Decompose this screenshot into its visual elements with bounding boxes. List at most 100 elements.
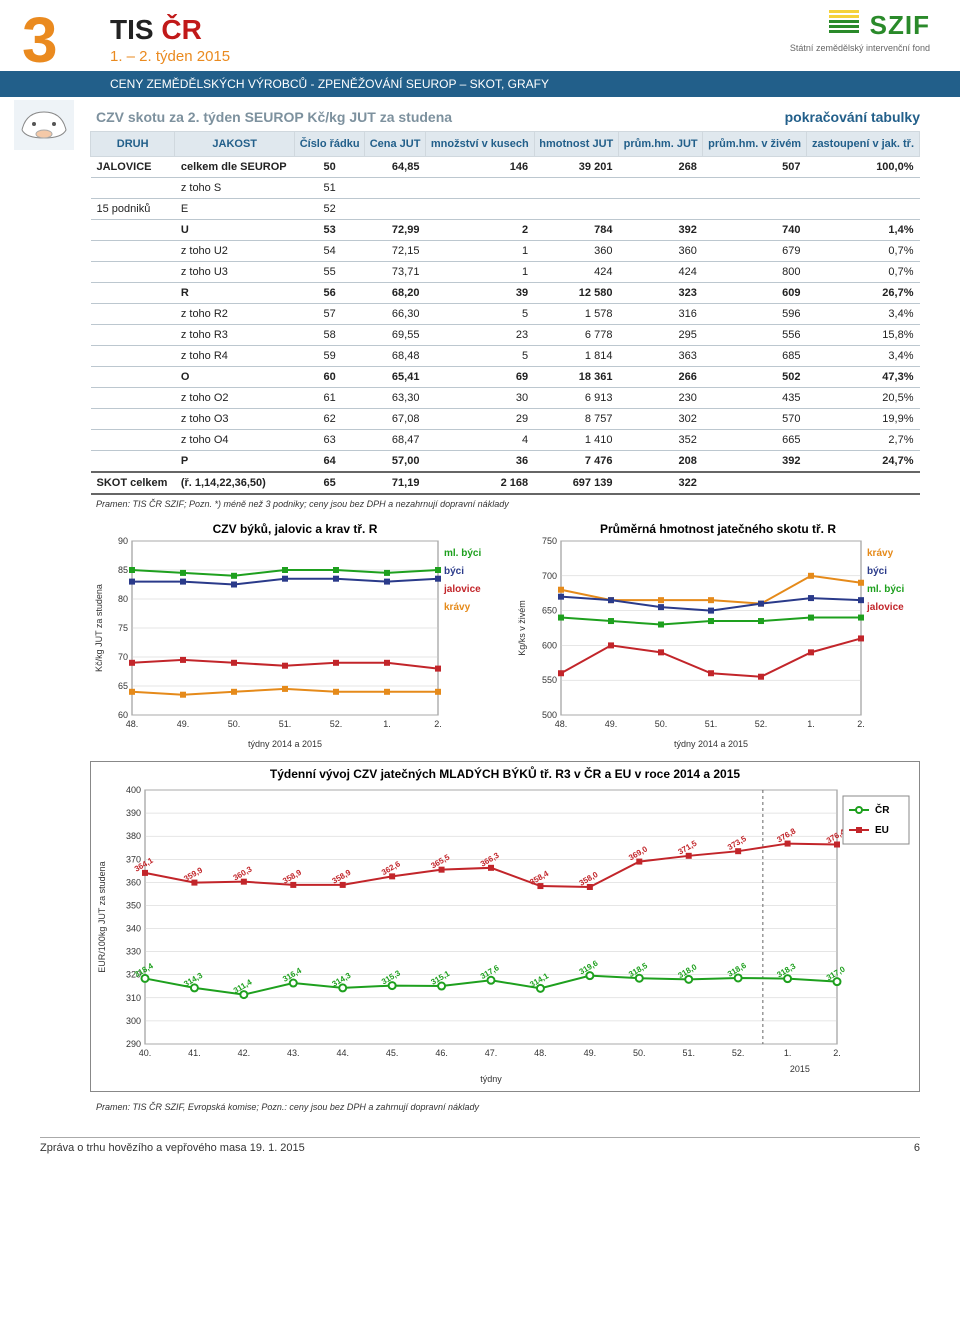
svg-text:52.: 52.	[732, 1048, 745, 1058]
svg-text:týdny 2014 a 2015: týdny 2014 a 2015	[674, 739, 748, 749]
svg-text:52.: 52.	[330, 719, 343, 729]
section-bar: CENY ZEMĚDĚLSKÝCH VÝROBCŮ - ZPENĚŽOVÁNÍ …	[0, 71, 960, 97]
svg-text:49.: 49.	[584, 1048, 597, 1058]
svg-text:1.: 1.	[383, 719, 391, 729]
col-header: prům.hm. JUT	[618, 132, 702, 157]
svg-text:40.: 40.	[139, 1048, 152, 1058]
svg-text:jalovice: jalovice	[866, 602, 904, 613]
tis-cr-text: ČR	[161, 14, 201, 45]
svg-text:48.: 48.	[534, 1048, 547, 1058]
tis-text: TIS	[110, 14, 154, 45]
svg-text:310: 310	[126, 993, 141, 1003]
svg-text:650: 650	[542, 606, 557, 616]
svg-text:80: 80	[118, 594, 128, 604]
svg-text:70: 70	[118, 652, 128, 662]
small-charts-row: CZV býků, jalovic a krav tř. R6065707580…	[90, 519, 920, 749]
table-row: 15 podnikůE52	[91, 199, 920, 220]
svg-text:45.: 45.	[386, 1048, 399, 1058]
szif-name: SZIF	[870, 10, 930, 41]
footer-left: Zpráva o trhu hovězího a vepřového masa …	[40, 1142, 305, 1154]
table-row: z toho U35573,7114244248000,7%	[91, 262, 920, 283]
chart-weekly-eur: Týdenní vývoj CZV jatečných MLADÝCH BÝKŮ…	[93, 764, 917, 1084]
svg-text:EU: EU	[875, 825, 889, 836]
svg-text:krávy: krávy	[867, 548, 894, 559]
table-row: z toho O26163,30306 91323043520,5%	[91, 388, 920, 409]
svg-text:týdny 2014 a 2015: týdny 2014 a 2015	[248, 739, 322, 749]
col-header: Číslo řádku	[295, 132, 365, 157]
page-number-badge: 3	[22, 8, 58, 72]
table-row: U5372,9927843927401,4%	[91, 220, 920, 241]
svg-text:ml. býci: ml. býci	[867, 584, 904, 595]
szif-subtitle: Státní zemědělský intervenční fond	[790, 43, 930, 53]
svg-text:51.: 51.	[682, 1048, 695, 1058]
svg-text:týdny: týdny	[480, 1074, 502, 1084]
chart-weight: Průměrná hmotnost jatečného skotu tř. R 5…	[513, 519, 920, 749]
szif-logo: SZIF Státní zemědělský intervenční fond	[790, 10, 930, 53]
svg-text:Kg/ks v živém: Kg/ks v živém	[517, 600, 527, 656]
svg-text:2.: 2.	[857, 719, 865, 729]
svg-text:50.: 50.	[655, 719, 668, 729]
svg-text:330: 330	[126, 947, 141, 957]
table-header-row: DRUHJAKOSTČíslo řádkuCena JUTmnožství v …	[91, 132, 920, 157]
table-title-right: pokračování tabulky	[785, 109, 920, 125]
svg-text:340: 340	[126, 924, 141, 934]
source-note-2: Pramen: TIS ČR SZIF, Evropská komise; Po…	[96, 1102, 920, 1112]
svg-text:47.: 47.	[485, 1048, 498, 1058]
svg-text:1.: 1.	[784, 1048, 792, 1058]
source-note-1: Pramen: TIS ČR SZIF; Pozn. *) méně než 3…	[96, 499, 920, 509]
svg-text:44.: 44.	[336, 1048, 349, 1058]
svg-text:ml. býci: ml. býci	[444, 548, 481, 559]
svg-text:2015: 2015	[790, 1064, 810, 1074]
svg-text:Průměrná hmotnost jatečného sk: Průměrná hmotnost jatečného skotu tř. R	[600, 522, 836, 536]
col-header: prům.hm. v živém	[703, 132, 807, 157]
svg-text:600: 600	[542, 640, 557, 650]
svg-text:jalovice: jalovice	[443, 584, 481, 595]
data-table: DRUHJAKOSTČíslo řádkuCena JUTmnožství v …	[90, 131, 920, 495]
table-row: JALOVICEcelkem dle SEUROP5064,8514639 20…	[91, 157, 920, 178]
svg-text:46.: 46.	[435, 1048, 448, 1058]
table-row: z toho R45968,4851 8143636853,4%	[91, 346, 920, 367]
svg-text:360: 360	[126, 877, 141, 887]
svg-text:49.: 49.	[177, 719, 190, 729]
svg-text:EUR/100kg JUT za studena: EUR/100kg JUT za studena	[97, 861, 107, 972]
col-header: Cena JUT	[365, 132, 426, 157]
table-row: z toho U25472,1513603606790,7%	[91, 241, 920, 262]
svg-text:býci: býci	[444, 566, 464, 577]
svg-text:43.: 43.	[287, 1048, 300, 1058]
content-area: CZV skotu za 2. týden SEUROP Kč/kg JUT z…	[90, 109, 920, 1112]
svg-text:51.: 51.	[279, 719, 292, 729]
col-header: zastoupení v jak. tř.	[806, 132, 919, 157]
page-footer: Zpráva o trhu hovězího a vepřového masa …	[40, 1137, 920, 1154]
svg-text:65: 65	[118, 681, 128, 691]
svg-text:50.: 50.	[228, 719, 241, 729]
svg-text:2.: 2.	[434, 719, 442, 729]
svg-text:48.: 48.	[555, 719, 568, 729]
chart-czv: CZV býků, jalovic a krav tř. R6065707580…	[90, 519, 497, 749]
table-row: z toho S51	[91, 178, 920, 199]
svg-text:42.: 42.	[238, 1048, 251, 1058]
svg-text:390: 390	[126, 808, 141, 818]
large-chart-frame: Týdenní vývoj CZV jatečných MLADÝCH BÝKŮ…	[90, 761, 920, 1092]
svg-text:300: 300	[126, 1016, 141, 1026]
szif-bars-icon	[829, 10, 859, 35]
svg-text:90: 90	[118, 536, 128, 546]
svg-text:50.: 50.	[633, 1048, 646, 1058]
table-title: CZV skotu za 2. týden SEUROP Kč/kg JUT z…	[96, 109, 920, 125]
col-header: DRUH	[91, 132, 175, 157]
svg-text:49.: 49.	[605, 719, 618, 729]
svg-text:700: 700	[542, 571, 557, 581]
table-row: P6457,00367 47620839224,7%	[91, 451, 920, 473]
svg-text:75: 75	[118, 623, 128, 633]
table-row: SKOT celkem(ř. 1,14,22,36,50)6571,192 16…	[91, 472, 920, 494]
table-row: O6065,416918 36126650247,3%	[91, 367, 920, 388]
footer-right: 6	[914, 1142, 920, 1154]
svg-text:2.: 2.	[833, 1048, 841, 1058]
svg-text:krávy: krávy	[444, 602, 471, 613]
svg-text:41.: 41.	[188, 1048, 201, 1058]
col-header: hmotnost JUT	[534, 132, 618, 157]
table-row: z toho R25766,3051 5783165963,4%	[91, 304, 920, 325]
svg-text:ČR: ČR	[875, 803, 890, 816]
svg-text:51.: 51.	[705, 719, 718, 729]
svg-text:380: 380	[126, 831, 141, 841]
table-body: JALOVICEcelkem dle SEUROP5064,8514639 20…	[91, 157, 920, 495]
